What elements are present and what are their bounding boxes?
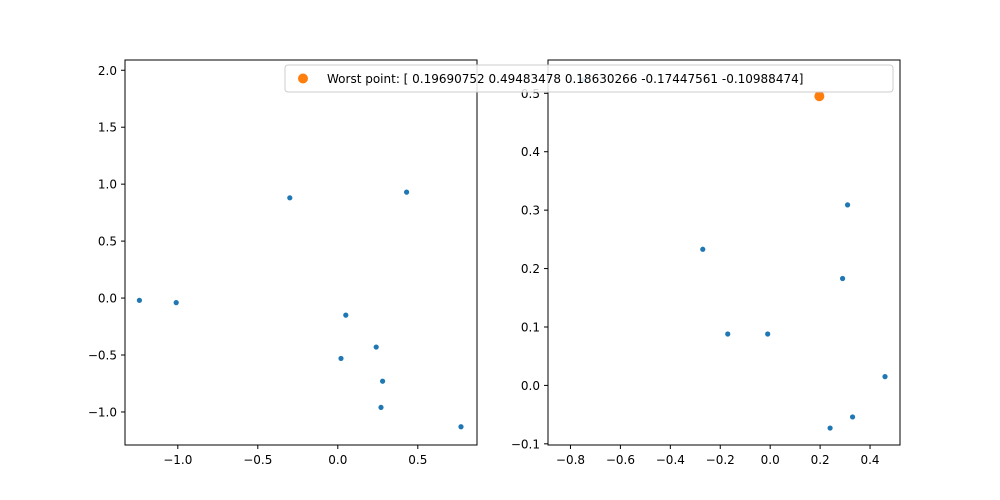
- right-scatter-point: [827, 425, 833, 431]
- right-x-tick-label: −0.2: [706, 453, 735, 467]
- left-x-tick-label: 0.5: [408, 453, 427, 467]
- legend-worst-label: Worst point: [ 0.19690752 0.49483478 0.1…: [327, 72, 803, 86]
- right-x-tick-label: −0.8: [556, 453, 585, 467]
- left-scatter-point: [136, 297, 142, 303]
- right-scatter-marks: [580, 77, 888, 431]
- right-axes-frame: [547, 59, 901, 446]
- left-scatter-point: [338, 355, 344, 362]
- left-scatter-point: [404, 189, 410, 195]
- left-y-tick-label: −1.0: [88, 405, 117, 419]
- left-scatter-point: [343, 312, 349, 318]
- right-scatter-point: [849, 414, 856, 420]
- left-y-tick-label: 1.5: [98, 121, 117, 135]
- right-plot-area: [548, 60, 900, 445]
- right-y-tick-label: −0.1: [511, 437, 540, 451]
- right-scatter-point: [700, 246, 706, 252]
- left-axes-frame: [124, 59, 478, 446]
- left-y-tick-label: 2.0: [98, 64, 117, 78]
- worst-point-marker: [814, 91, 825, 102]
- right-scatter-panel: −0.8 −0.6 −0.4 −0.2 0.0 0.2 0.4 −0.1 0.0 0.1 0.2 0.…: [511, 59, 901, 467]
- left-scatter-point: [373, 344, 379, 350]
- left-x-tick-label: 0.0: [328, 453, 347, 467]
- right-y-tick-label: 0.3: [521, 204, 540, 218]
- right-scatter-point: [765, 331, 771, 337]
- right-y-tick-label: 0.1: [521, 320, 540, 334]
- right-scatter-point: [844, 202, 851, 208]
- legend-box: [284, 64, 894, 93]
- left-plot-area: [125, 60, 477, 445]
- right-x-tick-label: 0.0: [761, 453, 780, 467]
- right-y-tick-label: 0.4: [521, 145, 540, 159]
- left-y-tick-label: 1.0: [98, 178, 117, 192]
- left-scatter-marks: [136, 189, 464, 430]
- right-x-tick-label: 0.4: [860, 453, 879, 467]
- left-x-tick-label: −1.0: [163, 453, 192, 467]
- right-y-tick-label: 0.2: [521, 262, 540, 276]
- legend: Worst point: [ 0.19690752 0.49483478 0.1…: [284, 64, 894, 93]
- left-scatter-point: [458, 424, 464, 430]
- right-x-tick-label: −0.6: [606, 453, 635, 467]
- left-x-tick-label: −0.5: [243, 453, 272, 467]
- left-scatter-panel: −1.0 −0.5 0.0 0.5 −1.0 −0.5 0.0 0.5 1.0 1.5 2.0: [88, 59, 478, 467]
- right-axis-ticks: −0.8 −0.6 −0.4 −0.2 0.0 0.2 0.4 −0.1 0.0 0.1 0.2 0.…: [511, 87, 880, 467]
- right-scatter-point: [725, 331, 731, 337]
- left-y-tick-label: 0.0: [98, 292, 117, 306]
- left-y-tick-label: −0.5: [88, 349, 117, 363]
- left-scatter-point: [378, 404, 384, 411]
- right-x-tick-label: −0.4: [656, 453, 685, 467]
- left-scatter-point: [287, 195, 293, 201]
- legend-worst-marker: [298, 73, 308, 84]
- right-scatter-point: [839, 275, 846, 282]
- left-axis-ticks: −1.0 −0.5 0.0 0.5 −1.0 −0.5 0.0 0.5 1.0 1.5 2.0: [88, 64, 427, 467]
- right-scatter-point: [882, 374, 888, 380]
- left-y-tick-label: 0.5: [98, 235, 117, 249]
- right-y-tick-label: 0.0: [521, 379, 540, 393]
- right-x-tick-label: 0.2: [811, 453, 830, 467]
- left-scatter-point: [173, 300, 179, 306]
- left-scatter-point: [380, 378, 386, 384]
